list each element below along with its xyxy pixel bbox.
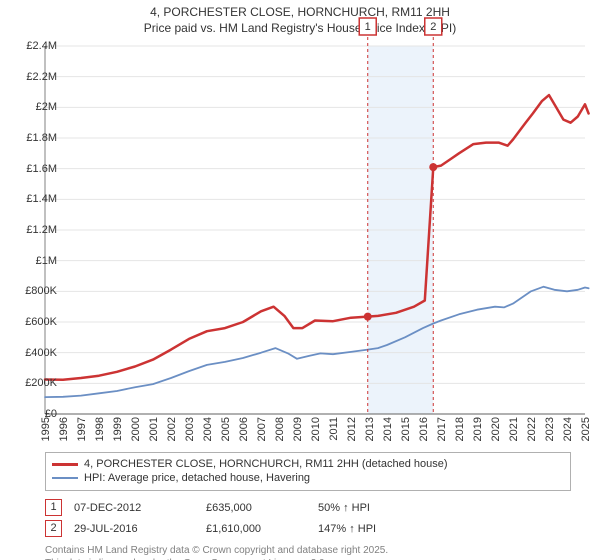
transaction-price: £1,610,000 <box>206 523 306 535</box>
x-tick-label: 1998 <box>94 417 106 441</box>
x-tick-label: 2010 <box>310 417 322 441</box>
y-tick-label: £1.2M <box>26 224 57 236</box>
y-tick-label: £2M <box>36 101 57 113</box>
x-tick-label: 2000 <box>130 417 142 441</box>
x-tick-label: 2020 <box>490 417 502 441</box>
transaction-row-1: 1 07-DEC-2012 £635,000 50% ↑ HPI <box>45 497 585 518</box>
x-tick-label: 1999 <box>112 417 124 441</box>
x-axis-labels: 1995199619971998199920002001200220032004… <box>45 417 585 453</box>
y-tick-label: £2.4M <box>26 40 57 52</box>
x-tick-label: 2025 <box>580 417 592 441</box>
x-tick-label: 2024 <box>562 417 574 441</box>
x-tick-label: 2001 <box>148 417 160 441</box>
legend-label: HPI: Average price, detached house, Have… <box>84 472 310 484</box>
x-tick-label: 2023 <box>544 417 556 441</box>
x-tick-label: 2004 <box>202 417 214 441</box>
x-tick-label: 2013 <box>364 417 376 441</box>
footer-line-1: Contains HM Land Registry data © Crown c… <box>45 545 585 558</box>
transaction-hpi: 147% ↑ HPI <box>318 523 438 535</box>
legend-row-0: 4, PORCHESTER CLOSE, HORNCHURCH, RM11 2H… <box>52 457 564 471</box>
x-tick-label: 2007 <box>256 417 268 441</box>
transaction-hpi: 50% ↑ HPI <box>318 502 438 514</box>
transaction-marker: 1 <box>45 499 62 516</box>
x-tick-label: 1996 <box>58 417 70 441</box>
y-tick-label: £1M <box>36 255 57 267</box>
footer-note: Contains HM Land Registry data © Crown c… <box>45 545 585 560</box>
x-tick-label: 2012 <box>346 417 358 441</box>
y-tick-label: £1.8M <box>26 132 57 144</box>
x-tick-label: 2014 <box>382 417 394 441</box>
series-hpi <box>45 287 589 397</box>
legend-swatch <box>52 463 78 466</box>
y-tick-label: £800K <box>25 285 57 297</box>
below-area: 4, PORCHESTER CLOSE, HORNCHURCH, RM11 2H… <box>45 452 585 560</box>
marker-dot-1 <box>364 313 372 321</box>
x-tick-label: 2018 <box>454 417 466 441</box>
y-tick-label: £400K <box>25 347 57 359</box>
transaction-marker: 2 <box>45 520 62 537</box>
transaction-date: 07-DEC-2012 <box>74 502 194 514</box>
marker-label-2: 2 <box>430 21 436 33</box>
plot-area: 12 <box>45 46 585 414</box>
marker-dot-2 <box>429 163 437 171</box>
y-tick-label: £1.4M <box>26 193 57 205</box>
x-tick-label: 1997 <box>76 417 88 441</box>
x-tick-label: 2006 <box>238 417 250 441</box>
transaction-price: £635,000 <box>206 502 306 514</box>
x-tick-label: 2002 <box>166 417 178 441</box>
transactions-table: 1 07-DEC-2012 £635,000 50% ↑ HPI 2 29-JUL-201… <box>45 497 585 539</box>
x-tick-label: 2021 <box>508 417 520 441</box>
x-tick-label: 1995 <box>40 417 52 441</box>
plot-svg: 12 <box>45 46 585 414</box>
x-tick-label: 2019 <box>472 417 484 441</box>
legend: 4, PORCHESTER CLOSE, HORNCHURCH, RM11 2H… <box>45 452 571 491</box>
y-tick-label: £200K <box>25 377 57 389</box>
x-tick-label: 2003 <box>184 417 196 441</box>
chart-title-sub: Price paid vs. HM Land Registry's House … <box>0 20 600 36</box>
x-tick-label: 2005 <box>220 417 232 441</box>
x-tick-label: 2008 <box>274 417 286 441</box>
legend-label: 4, PORCHESTER CLOSE, HORNCHURCH, RM11 2H… <box>84 458 448 470</box>
y-tick-label: £1.6M <box>26 163 57 175</box>
legend-swatch <box>52 477 78 479</box>
transaction-date: 29-JUL-2016 <box>74 523 194 535</box>
x-tick-label: 2017 <box>436 417 448 441</box>
legend-row-1: HPI: Average price, detached house, Have… <box>52 471 564 485</box>
x-tick-label: 2022 <box>526 417 538 441</box>
chart-title-main: 4, PORCHESTER CLOSE, HORNCHURCH, RM11 2H… <box>0 4 600 20</box>
y-tick-label: £2.2M <box>26 71 57 83</box>
x-tick-label: 2011 <box>328 417 340 441</box>
chart-titles: 4, PORCHESTER CLOSE, HORNCHURCH, RM11 2H… <box>0 0 600 36</box>
marker-label-1: 1 <box>365 21 371 33</box>
y-tick-label: £600K <box>25 316 57 328</box>
x-tick-label: 2015 <box>400 417 412 441</box>
x-tick-label: 2009 <box>292 417 304 441</box>
chart-container: 4, PORCHESTER CLOSE, HORNCHURCH, RM11 2H… <box>0 0 600 560</box>
transaction-row-2: 2 29-JUL-2016 £1,610,000 147% ↑ HPI <box>45 518 585 539</box>
x-tick-label: 2016 <box>418 417 430 441</box>
